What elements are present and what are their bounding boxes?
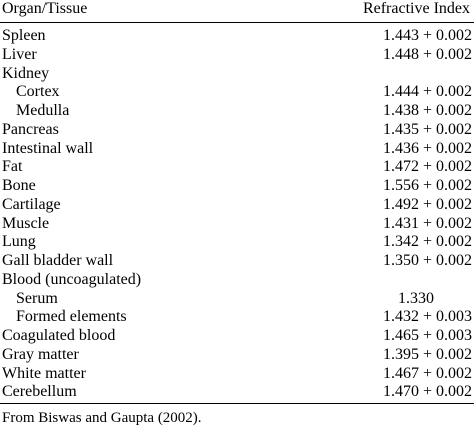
row-organ-name: Lung xyxy=(2,233,36,251)
header-organ-tissue: Organ/Tissue xyxy=(2,0,88,17)
table-row: Lung 1.342 + 0.002 xyxy=(0,233,474,252)
row-refractive-value: 1.342 + 0.002 xyxy=(382,233,472,251)
row-refractive-value: 1.438 + 0.002 xyxy=(382,102,472,119)
table-row: Muscle 1.431 + 0.002 xyxy=(0,215,474,234)
row-organ-name: Coagulated blood xyxy=(2,327,116,344)
table-body: Spleen 1.443 + 0.002 Liver 1.448 + 0.002 Kid… xyxy=(0,27,474,402)
row-organ-name: Kidney xyxy=(2,64,50,82)
row-organ-name: Medulla xyxy=(16,102,70,119)
row-organ-name: Fat xyxy=(2,158,23,176)
row-refractive-value: 1.435 + 0.002 xyxy=(382,120,472,138)
row-refractive-value: 1.467 + 0.002 xyxy=(382,364,472,382)
row-organ-name: Bone xyxy=(2,177,36,194)
row-organ-name: Gray matter xyxy=(2,345,79,363)
row-organ-name: Liver xyxy=(2,45,37,63)
row-refractive-value: 1.436 + 0.002 xyxy=(382,139,472,157)
table-footnote: From Biswas and Gaupta (2002). xyxy=(2,410,202,426)
table-row: Intestinal wall 1.436 + 0.002 xyxy=(0,140,474,159)
table-row: Liver 1.448 + 0.002 xyxy=(0,46,474,65)
table-row: Cartilage 1.492 + 0.002 xyxy=(0,196,474,215)
table-row: Serum 1.330 xyxy=(0,290,474,309)
table-row: Bone 1.556 + 0.002 xyxy=(0,177,474,196)
row-refractive-value: 1.444 + 0.002 xyxy=(382,83,472,101)
table-row: Kidney xyxy=(0,65,474,84)
table-row: Gray matter 1.395 + 0.002 xyxy=(0,346,474,365)
table-row: Formed elements 1.432 + 0.003 xyxy=(0,308,474,327)
table-bottom-rule xyxy=(0,403,474,404)
row-organ-name: Cerebellum xyxy=(2,383,77,401)
table-row: Spleen 1.443 + 0.002 xyxy=(0,27,474,46)
row-refractive-value: 1.448 + 0.002 xyxy=(382,45,472,63)
row-refractive-value: 1.556 + 0.002 xyxy=(382,177,472,194)
header-refractive-index: Refractive Index xyxy=(362,0,470,17)
row-refractive-value: 1.330 xyxy=(398,289,434,307)
table-row: Medulla 1.438 + 0.002 xyxy=(0,102,474,121)
row-refractive-value: 1.472 + 0.002 xyxy=(382,158,472,176)
row-organ-name: Formed elements xyxy=(16,308,127,326)
row-organ-name: Cortex xyxy=(16,83,60,101)
row-refractive-value: 1.470 + 0.002 xyxy=(382,383,472,401)
table-header: Organ/Tissue Refractive Index xyxy=(0,0,474,23)
row-organ-name: Serum xyxy=(16,289,58,307)
row-organ-name: Blood (uncoagulated) xyxy=(2,270,142,288)
row-refractive-value: 1.431 + 0.002 xyxy=(382,214,472,232)
refractive-index-table: Organ/Tissue Refractive Index xyxy=(0,0,474,23)
row-refractive-value: 1.395 + 0.002 xyxy=(382,345,472,363)
row-organ-name: Pancreas xyxy=(2,120,59,138)
row-organ-name: Intestinal wall xyxy=(2,139,94,157)
row-refractive-value: 1.443 + 0.002 xyxy=(382,27,472,44)
row-organ-name: Muscle xyxy=(2,214,50,232)
table-row: Gall bladder wall 1.350 + 0.002 xyxy=(0,252,474,271)
table-row: Fat 1.472 + 0.002 xyxy=(0,158,474,177)
row-refractive-value: 1.350 + 0.002 xyxy=(382,252,472,269)
table-row: Cerebellum 1.470 + 0.002 xyxy=(0,383,474,402)
table-row: White matter 1.467 + 0.002 xyxy=(0,365,474,384)
row-organ-name: Gall bladder wall xyxy=(2,252,114,269)
row-refractive-value: 1.465 + 0.003 xyxy=(382,327,472,344)
row-organ-name: Spleen xyxy=(2,27,46,44)
table-row: Pancreas 1.435 + 0.002 xyxy=(0,121,474,140)
table-row: Blood (uncoagulated) xyxy=(0,271,474,290)
row-organ-name: Cartilage xyxy=(2,195,61,213)
table-row: Cortex 1.444 + 0.002 xyxy=(0,83,474,102)
row-organ-name: White matter xyxy=(2,364,86,382)
row-refractive-value: 1.432 + 0.003 xyxy=(382,308,472,326)
row-refractive-value: 1.492 + 0.002 xyxy=(382,195,472,213)
table-row: Coagulated blood 1.465 + 0.003 xyxy=(0,327,474,346)
